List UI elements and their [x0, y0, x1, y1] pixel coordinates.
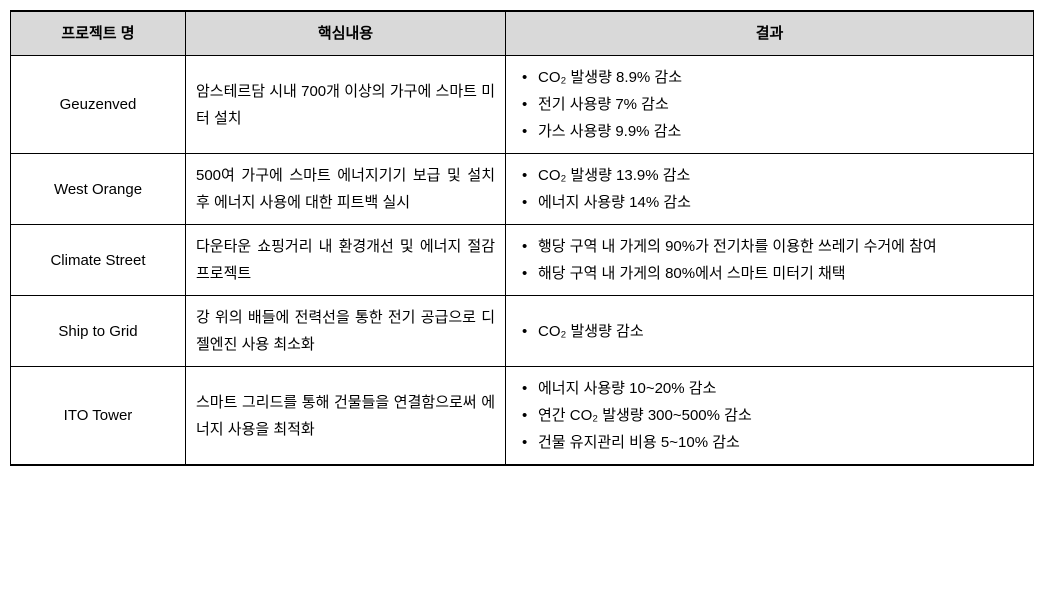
result-list: CO₂ 발생량 감소 [516, 318, 1023, 345]
projects-table: 프로젝트 명 핵심내용 결과 Geuzenved 암스테르담 시내 700개 이… [10, 10, 1034, 466]
result-item: 에너지 사용량 10~20% 감소 [516, 375, 1023, 402]
header-result: 결과 [506, 11, 1034, 56]
table-row: Climate Street 다운타운 쇼핑거리 내 환경개선 및 에너지 절감… [11, 225, 1034, 296]
table-header-row: 프로젝트 명 핵심내용 결과 [11, 11, 1034, 56]
result-item: CO₂ 발생량 8.9% 감소 [516, 64, 1023, 91]
table-row: West Orange 500여 가구에 스마트 에너지기기 보급 및 설치 후… [11, 154, 1034, 225]
result-item: 가스 사용량 9.9% 감소 [516, 118, 1023, 145]
result-list: 행당 구역 내 가게의 90%가 전기차를 이용한 쓰레기 수거에 참여 해당 … [516, 233, 1023, 287]
project-name: West Orange [11, 154, 186, 225]
result-item: CO₂ 발생량 감소 [516, 318, 1023, 345]
result-list: CO₂ 발생량 8.9% 감소 전기 사용량 7% 감소 가스 사용량 9.9%… [516, 64, 1023, 145]
project-result: 행당 구역 내 가게의 90%가 전기차를 이용한 쓰레기 수거에 참여 해당 … [506, 225, 1034, 296]
table-row: ITO Tower 스마트 그리드를 통해 건물들을 연결함으로써 에너지 사용… [11, 367, 1034, 466]
project-core: 스마트 그리드를 통해 건물들을 연결함으로써 에너지 사용을 최적화 [186, 367, 506, 466]
project-result: CO₂ 발생량 13.9% 감소 에너지 사용량 14% 감소 [506, 154, 1034, 225]
result-list: CO₂ 발생량 13.9% 감소 에너지 사용량 14% 감소 [516, 162, 1023, 216]
project-core: 강 위의 배들에 전력선을 통한 전기 공급으로 디젤엔진 사용 최소화 [186, 296, 506, 367]
result-item: 해당 구역 내 가게의 80%에서 스마트 미터기 채택 [516, 260, 1023, 287]
project-name: Geuzenved [11, 56, 186, 154]
project-result: 에너지 사용량 10~20% 감소 연간 CO₂ 발생량 300~500% 감소… [506, 367, 1034, 466]
result-item: 에너지 사용량 14% 감소 [516, 189, 1023, 216]
project-name: Ship to Grid [11, 296, 186, 367]
project-name: ITO Tower [11, 367, 186, 466]
result-list: 에너지 사용량 10~20% 감소 연간 CO₂ 발생량 300~500% 감소… [516, 375, 1023, 456]
project-name: Climate Street [11, 225, 186, 296]
table-row: Geuzenved 암스테르담 시내 700개 이상의 가구에 스마트 미터 설… [11, 56, 1034, 154]
project-core: 암스테르담 시내 700개 이상의 가구에 스마트 미터 설치 [186, 56, 506, 154]
table-row: Ship to Grid 강 위의 배들에 전력선을 통한 전기 공급으로 디젤… [11, 296, 1034, 367]
result-item: 연간 CO₂ 발생량 300~500% 감소 [516, 402, 1023, 429]
result-item: 행당 구역 내 가게의 90%가 전기차를 이용한 쓰레기 수거에 참여 [516, 233, 1023, 260]
header-name: 프로젝트 명 [11, 11, 186, 56]
project-core: 다운타운 쇼핑거리 내 환경개선 및 에너지 절감 프로젝트 [186, 225, 506, 296]
project-result: CO₂ 발생량 8.9% 감소 전기 사용량 7% 감소 가스 사용량 9.9%… [506, 56, 1034, 154]
project-result: CO₂ 발생량 감소 [506, 296, 1034, 367]
result-item: 전기 사용량 7% 감소 [516, 91, 1023, 118]
result-item: CO₂ 발생량 13.9% 감소 [516, 162, 1023, 189]
header-core: 핵심내용 [186, 11, 506, 56]
project-core: 500여 가구에 스마트 에너지기기 보급 및 설치 후 에너지 사용에 대한 … [186, 154, 506, 225]
result-item: 건물 유지관리 비용 5~10% 감소 [516, 429, 1023, 456]
table-body: Geuzenved 암스테르담 시내 700개 이상의 가구에 스마트 미터 설… [11, 56, 1034, 466]
